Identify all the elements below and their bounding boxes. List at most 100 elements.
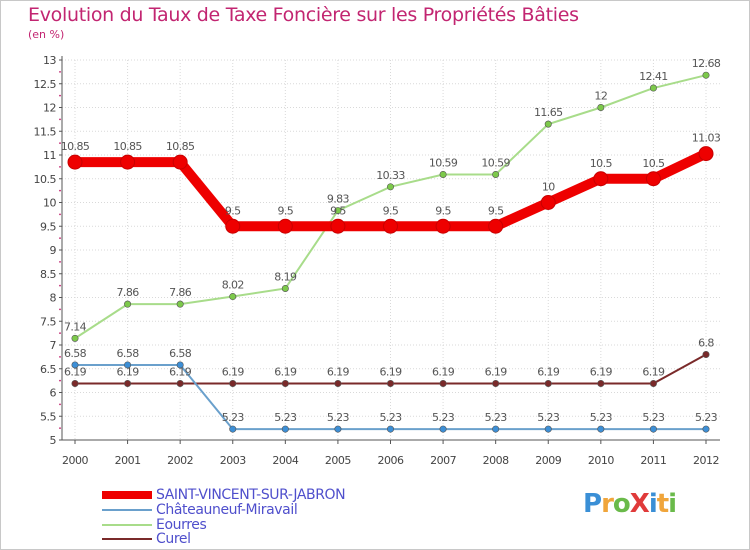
y-tick-label: 6 [50, 387, 57, 400]
x-tick-label: 2001 [115, 454, 141, 467]
data-label: 6.19 [485, 365, 508, 378]
data-point [386, 379, 394, 387]
y-minor-tick [59, 403, 61, 406]
y-minor-tick [59, 165, 61, 168]
legend-swatch [102, 490, 152, 499]
data-point [71, 361, 79, 369]
data-point [544, 379, 552, 387]
data-point [176, 361, 184, 369]
data-point [649, 425, 657, 433]
data-point [229, 425, 237, 433]
data-point [281, 284, 289, 292]
data-label: 5.23 [274, 411, 297, 424]
data-label: 6.19 [274, 365, 297, 378]
data-label: 6.19 [537, 365, 560, 378]
data-label: 9.83 [327, 193, 350, 206]
y-minor-tick [59, 332, 61, 335]
legend-label: Châteauneuf-Miravail [156, 501, 298, 518]
data-point [544, 120, 552, 128]
logo-letter: P [583, 489, 602, 519]
data-point [124, 300, 132, 308]
y-tick-label: 7.5 [40, 315, 56, 328]
y-minor-tick [59, 70, 61, 73]
data-label: 10.85 [113, 140, 142, 153]
data-label: 12 [594, 90, 607, 103]
legend-label: SAINT-VINCENT-SUR-JABRON [156, 486, 346, 503]
y-minor-tick [59, 118, 61, 121]
data-label: 8.02 [222, 279, 244, 292]
y-tick-label: 12 [43, 102, 56, 115]
y-tick-label: 11.5 [34, 125, 57, 138]
data-point [334, 425, 342, 433]
data-point [176, 379, 184, 387]
y-tick-label: 8.5 [40, 268, 56, 281]
data-label: 9.5 [330, 204, 346, 217]
data-point [702, 425, 710, 433]
data-point [702, 350, 710, 358]
legend-item-saint-vincent[interactable]: SAINT-VINCENT-SUR-JABRON [102, 486, 346, 503]
legend-label: Eourres [156, 516, 207, 533]
logo-letter: i [648, 489, 658, 519]
legend-item-chateauneuf-miravail[interactable]: Châteauneuf-Miravail [102, 501, 298, 518]
x-tick-label: 2003 [220, 454, 246, 467]
data-label: 5.23 [485, 411, 508, 424]
y-tick-label: 5.5 [40, 410, 56, 423]
data-point [492, 379, 500, 387]
proxiti-logo: ProXiti [583, 489, 677, 519]
data-label: 6.19 [64, 365, 87, 378]
data-label: 6.19 [432, 365, 455, 378]
data-point [439, 170, 447, 178]
y-minor-tick [59, 355, 61, 358]
x-tick-label: 2005 [325, 454, 351, 467]
data-label: 10.59 [481, 156, 510, 169]
data-label: 10.33 [376, 169, 405, 182]
y-tick-label: 9.5 [40, 220, 56, 233]
data-point [172, 154, 188, 170]
data-label: 6.19 [327, 365, 350, 378]
data-point [593, 171, 609, 187]
data-label: 7.14 [64, 320, 87, 333]
y-tick-label: 6.5 [40, 363, 56, 376]
data-label: 6.19 [222, 365, 245, 378]
data-label: 5.23 [432, 411, 455, 424]
data-point [176, 300, 184, 308]
x-tick-label: 2011 [640, 454, 666, 467]
data-point [281, 379, 289, 387]
data-point [383, 218, 398, 234]
x-tick-label: 2008 [483, 454, 509, 467]
data-labels: 6.19 6.19 6.19 6.19 6.19 6.19 6.19 6.19 6.19 6.19… [61, 57, 722, 424]
data-label: 7.86 [169, 286, 192, 299]
x-tick-label: 2010 [588, 454, 614, 467]
legend-swatch [102, 537, 152, 540]
logo-letter: i [668, 489, 677, 519]
data-label: 5.23 [537, 411, 560, 424]
data-point [120, 154, 136, 170]
x-tick-label: 2004 [272, 454, 298, 467]
data-point [330, 218, 346, 234]
y-minor-tick [59, 94, 61, 97]
legend-item-eourres[interactable]: Eourres [102, 516, 207, 533]
data-point [386, 425, 394, 433]
data-label: 5.23 [590, 411, 613, 424]
data-label: 6.8 [698, 337, 714, 350]
data-label: 5.23 [222, 411, 245, 424]
data-point [67, 154, 83, 170]
legend-swatch [102, 508, 152, 511]
x-tick-label: 2006 [378, 454, 404, 467]
data-label: 10 [542, 181, 555, 194]
y-minor-tick [59, 189, 61, 192]
data-point [124, 379, 132, 387]
legend-item-curel[interactable]: Curel [102, 530, 191, 547]
y-tick-label: 5 [50, 434, 57, 447]
data-point [649, 379, 657, 387]
x-tick-label: 2002 [167, 454, 193, 467]
data-point [702, 71, 710, 79]
y-tick-label: 11 [43, 149, 56, 162]
legend-label: Curel [156, 530, 191, 547]
data-label: 12.41 [639, 70, 668, 83]
y-tick-label: 9 [50, 244, 57, 257]
series-curel [71, 350, 710, 387]
data-point [229, 379, 237, 387]
x-tick-label: 2000 [62, 454, 88, 467]
axes [59, 56, 720, 444]
